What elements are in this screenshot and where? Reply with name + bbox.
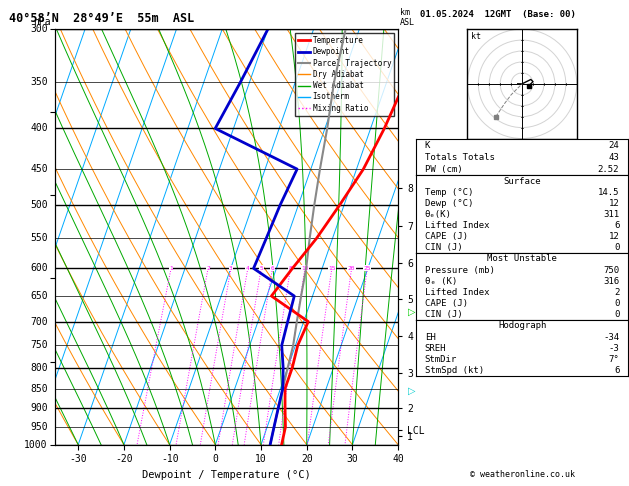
Text: Dewp (°C): Dewp (°C) (425, 199, 473, 208)
Text: 6: 6 (270, 266, 274, 271)
Text: EH: EH (425, 332, 436, 342)
Text: 5: 5 (259, 266, 263, 271)
Text: -34: -34 (603, 332, 620, 342)
X-axis label: Dewpoint / Temperature (°C): Dewpoint / Temperature (°C) (142, 470, 311, 480)
Text: Totals Totals: Totals Totals (425, 153, 495, 162)
Y-axis label: Mixing Ratio (g/kg): Mixing Ratio (g/kg) (427, 186, 436, 288)
Text: PW (cm): PW (cm) (425, 165, 462, 174)
Text: 950: 950 (30, 422, 48, 432)
Text: 1000: 1000 (25, 440, 48, 450)
Text: 750: 750 (603, 265, 620, 275)
Text: 6: 6 (614, 221, 620, 230)
Text: CAPE (J): CAPE (J) (425, 299, 468, 308)
Text: CIN (J): CIN (J) (425, 310, 462, 319)
Text: 10: 10 (301, 266, 309, 271)
Text: 500: 500 (30, 200, 48, 210)
Text: StmDir: StmDir (425, 355, 457, 364)
Text: ▷: ▷ (408, 307, 415, 316)
Text: 25: 25 (364, 266, 371, 271)
Text: hPa: hPa (33, 17, 51, 27)
Text: CIN (J): CIN (J) (425, 243, 462, 252)
Text: 1: 1 (169, 266, 173, 271)
Text: 20: 20 (348, 266, 355, 271)
Text: 2: 2 (206, 266, 210, 271)
Text: 12: 12 (608, 232, 620, 241)
Text: 0: 0 (614, 310, 620, 319)
Text: K: K (425, 140, 430, 150)
Text: 4: 4 (246, 266, 250, 271)
Text: 43: 43 (608, 153, 620, 162)
Text: 7°: 7° (608, 355, 620, 364)
Text: 40°58’N  28°49’E  55m  ASL: 40°58’N 28°49’E 55m ASL (9, 12, 195, 25)
Text: 750: 750 (30, 340, 48, 350)
Text: StmSpd (kt): StmSpd (kt) (425, 366, 484, 375)
Text: 01.05.2024  12GMT  (Base: 00): 01.05.2024 12GMT (Base: 00) (420, 10, 576, 19)
Text: 2: 2 (614, 288, 620, 297)
Text: 700: 700 (30, 316, 48, 327)
Text: © weatheronline.co.uk: © weatheronline.co.uk (470, 469, 574, 479)
Text: Lifted Index: Lifted Index (425, 221, 489, 230)
Text: 800: 800 (30, 363, 48, 373)
Text: 3: 3 (229, 266, 233, 271)
Text: Surface: Surface (503, 176, 541, 186)
Text: Most Unstable: Most Unstable (487, 254, 557, 263)
Text: 650: 650 (30, 291, 48, 301)
Text: 6: 6 (614, 366, 620, 375)
Text: 14.5: 14.5 (598, 188, 620, 197)
Text: 311: 311 (603, 210, 620, 219)
Text: CAPE (J): CAPE (J) (425, 232, 468, 241)
Text: 15: 15 (328, 266, 336, 271)
Text: 400: 400 (30, 123, 48, 134)
Text: km
ASL: km ASL (400, 8, 415, 27)
Text: ▷: ▷ (408, 385, 415, 396)
Text: SREH: SREH (425, 344, 447, 353)
Text: 2.52: 2.52 (598, 165, 620, 174)
Text: θₑ (K): θₑ (K) (425, 277, 457, 286)
Text: 300: 300 (30, 24, 48, 34)
Text: 8: 8 (289, 266, 292, 271)
Text: θₑ(K): θₑ(K) (425, 210, 452, 219)
Text: Pressure (mb): Pressure (mb) (425, 265, 495, 275)
Text: 0: 0 (614, 243, 620, 252)
Text: 550: 550 (30, 233, 48, 243)
Text: Lifted Index: Lifted Index (425, 288, 489, 297)
Text: Temp (°C): Temp (°C) (425, 188, 473, 197)
Text: 850: 850 (30, 383, 48, 394)
Legend: Temperature, Dewpoint, Parcel Trajectory, Dry Adiabat, Wet Adiabat, Isotherm, Mi: Temperature, Dewpoint, Parcel Trajectory… (295, 33, 394, 116)
Text: -3: -3 (608, 344, 620, 353)
Text: 900: 900 (30, 403, 48, 413)
Text: 450: 450 (30, 164, 48, 174)
Text: kt: kt (470, 33, 481, 41)
Text: Hodograph: Hodograph (498, 321, 546, 330)
Text: 12: 12 (608, 199, 620, 208)
Text: 0: 0 (614, 299, 620, 308)
Text: 350: 350 (30, 77, 48, 87)
Text: 316: 316 (603, 277, 620, 286)
Text: 600: 600 (30, 263, 48, 274)
Text: 24: 24 (608, 140, 620, 150)
